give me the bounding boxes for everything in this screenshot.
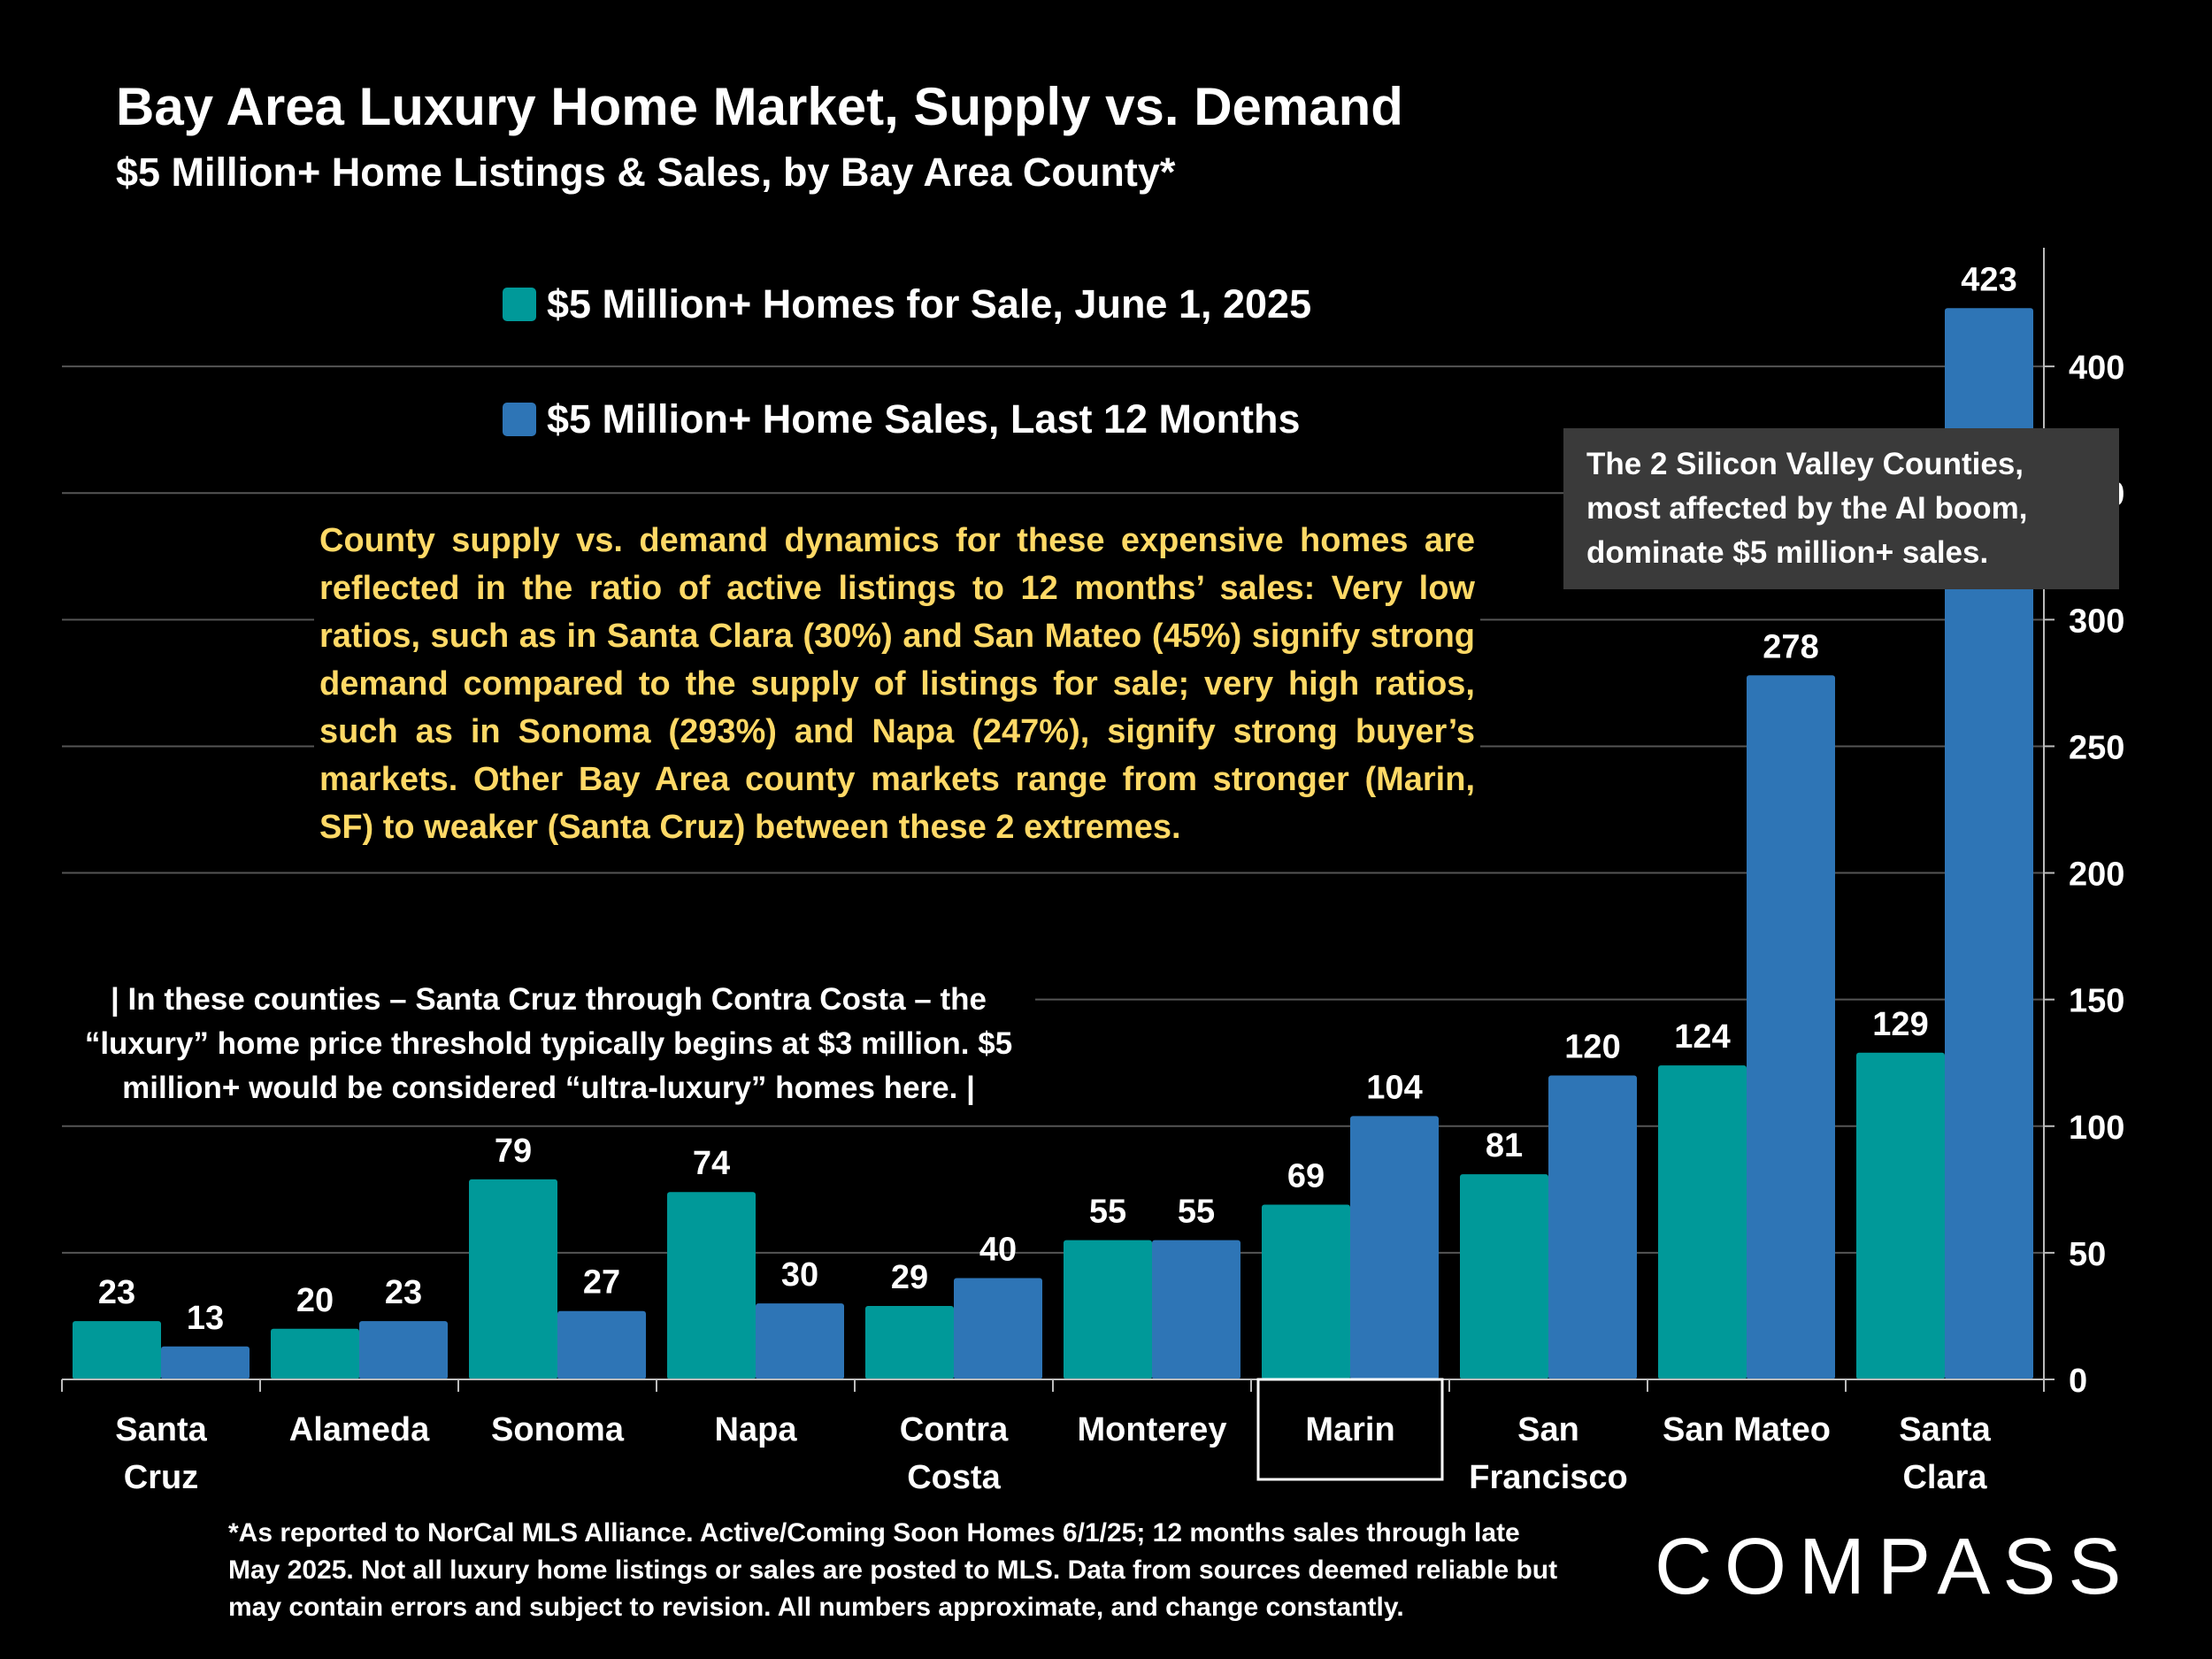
data-label-sales: 120 [1564, 1029, 1620, 1066]
y-tick-label: 250 [2069, 729, 2124, 766]
footnote: *As reported to NorCal MLS Alliance. Act… [228, 1518, 1558, 1622]
y-tick-label: 300 [2069, 603, 2124, 640]
ratio-annotation: County supply vs. demand dynamics for th… [314, 515, 1480, 853]
bar-sales [557, 1310, 646, 1379]
data-label-sales: 423 [1961, 261, 2016, 298]
bar-sales [1747, 675, 1835, 1379]
x-tick-label-line: Napa [715, 1411, 798, 1448]
compass-logo: COMPASS [1655, 1523, 2134, 1611]
x-tick-label: Santa Cruz [115, 1411, 207, 1496]
bar-sales [359, 1321, 448, 1379]
x-tick-label-line: Alameda [289, 1411, 430, 1448]
x-tick-label: Sonoma [491, 1411, 625, 1448]
data-label-sales: 104 [1366, 1069, 1422, 1106]
x-tick-label-line: Monterey [1078, 1411, 1227, 1448]
x-tick-label-line: San [1517, 1411, 1579, 1448]
x-tick-label-line: Cruz [124, 1459, 198, 1496]
data-label-sales: 278 [1763, 628, 1818, 665]
bar-for-sale [1460, 1174, 1548, 1379]
data-label-sales: 30 [781, 1256, 818, 1294]
bar-for-sale [1658, 1065, 1747, 1379]
x-tick-label: San Francisco [1469, 1411, 1628, 1496]
legend-swatch-teal [503, 288, 536, 321]
bar-sales [954, 1278, 1042, 1379]
y-tick-label: 150 [2069, 983, 2124, 1020]
silicon-valley-callout: The 2 Silicon Valley Counties, most affe… [1563, 428, 2119, 589]
threshold-annotation: | In these counties – Santa Cruz through… [62, 978, 1035, 1110]
x-tick-label: Marin [1305, 1411, 1394, 1448]
y-tick-label: 100 [2069, 1110, 2124, 1147]
highlight-box [1256, 1378, 1444, 1481]
bar-for-sale [1262, 1204, 1350, 1379]
axes: 050100150200250300350400SantaCruzAlameda… [61, 248, 2124, 1496]
y-tick-label: 0 [2069, 1363, 2087, 1400]
data-label-sales: 40 [979, 1232, 1017, 1269]
x-tick-label-line: Santa [115, 1411, 207, 1448]
bar-for-sale [865, 1305, 954, 1379]
x-tick-label-line: Sonoma [491, 1411, 625, 1448]
x-tick-label-line: Contra [900, 1411, 1009, 1448]
x-tick-label-line: Marin [1305, 1411, 1394, 1448]
bar-sales [1548, 1075, 1637, 1379]
legend-item-sales: $5 Million+ Home Sales, Last 12 Months [503, 396, 1300, 442]
x-tick-label: Monterey [1078, 1411, 1227, 1448]
y-tick-label: 50 [2069, 1236, 2106, 1273]
data-label-for-sale: 29 [891, 1259, 928, 1296]
x-tick-label: San Mateo [1663, 1411, 1831, 1448]
bar-sales [756, 1303, 844, 1379]
x-tick-label: Napa [715, 1411, 798, 1448]
bar-sales [161, 1346, 250, 1379]
data-label-for-sale: 81 [1486, 1127, 1523, 1164]
data-label-for-sale: 129 [1872, 1006, 1928, 1043]
bar-sales [1152, 1240, 1240, 1379]
legend-item-for-sale: $5 Million+ Homes for Sale, June 1, 2025 [503, 281, 1311, 327]
data-label-sales: 27 [583, 1264, 620, 1302]
bars: 23 13 20 23 79 27 74 30 29 40 55 55 69 104 81 120 124 278… [73, 261, 2033, 1379]
data-label-sales: 55 [1178, 1194, 1215, 1231]
bar-for-sale [73, 1321, 161, 1379]
data-label-for-sale: 55 [1089, 1194, 1126, 1231]
data-label-for-sale: 124 [1674, 1018, 1730, 1056]
data-label-for-sale: 20 [296, 1282, 334, 1319]
x-tick-label: Contra Costa [900, 1411, 1009, 1496]
y-tick-label: 200 [2069, 856, 2124, 894]
x-tick-label-line: Santa [1899, 1411, 1991, 1448]
bar-for-sale [1064, 1240, 1152, 1379]
x-tick-label-line: Costa [907, 1459, 1001, 1496]
bar-for-sale [667, 1192, 756, 1379]
data-label-sales: 13 [187, 1300, 224, 1337]
data-label-for-sale: 69 [1287, 1158, 1325, 1195]
legend-label-for-sale: $5 Million+ Homes for Sale, June 1, 2025 [547, 281, 1312, 326]
y-tick-label: 400 [2069, 349, 2124, 387]
data-label-for-sale: 74 [693, 1145, 730, 1182]
x-tick-label: Alameda [289, 1411, 430, 1448]
bar-for-sale [271, 1328, 359, 1379]
x-tick-label-line: Clara [1902, 1459, 1987, 1496]
x-tick-label: Santa Clara [1899, 1411, 1991, 1496]
chart-title: Bay Area Luxury Home Market, Supply vs. … [116, 77, 1403, 136]
data-label-for-sale: 23 [98, 1274, 135, 1311]
chart-subtitle: $5 Million+ Home Listings & Sales, by Ba… [116, 150, 1176, 195]
x-tick-label-line: Francisco [1469, 1459, 1628, 1496]
legend-swatch-blue [503, 403, 536, 436]
bar-for-sale [1856, 1052, 1945, 1379]
data-label-sales: 23 [385, 1274, 422, 1311]
bar-for-sale [469, 1179, 557, 1379]
bar-sales [1350, 1116, 1439, 1379]
x-tick-label-line: San Mateo [1663, 1411, 1831, 1448]
data-label-for-sale: 79 [495, 1133, 532, 1170]
legend-label-sales: $5 Million+ Home Sales, Last 12 Months [547, 396, 1301, 442]
